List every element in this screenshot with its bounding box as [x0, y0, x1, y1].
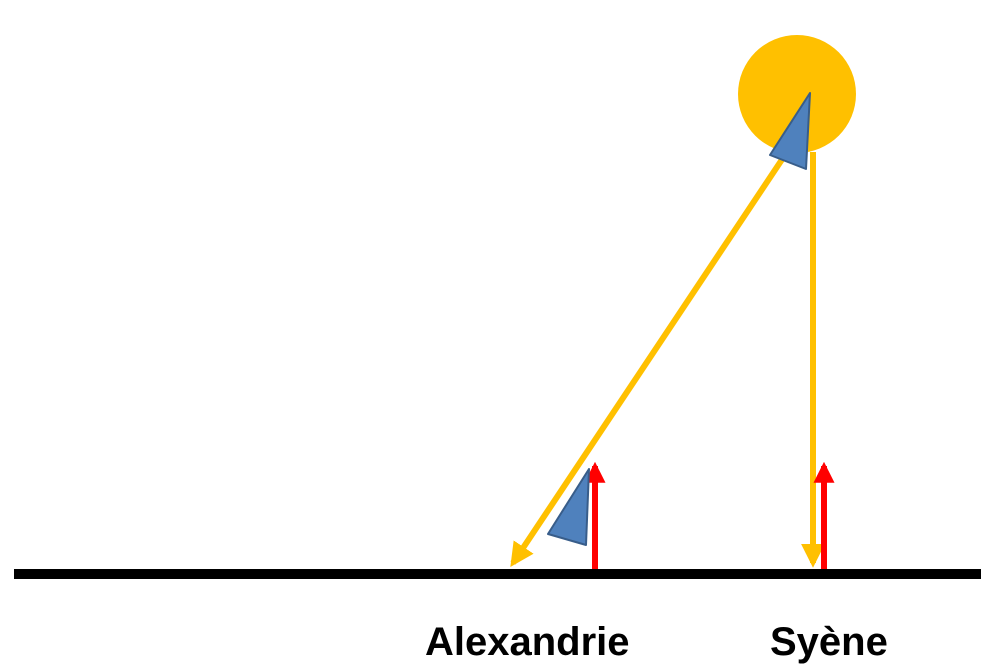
city-label-syene: Syène — [770, 620, 888, 664]
city-label-alexandrie: Alexandrie — [425, 620, 630, 664]
angle-marker-alexandrie — [547, 468, 590, 546]
sun-icon — [738, 35, 856, 153]
sun-ray-alexandrie — [510, 156, 786, 567]
angle-marker-sun — [769, 92, 811, 170]
